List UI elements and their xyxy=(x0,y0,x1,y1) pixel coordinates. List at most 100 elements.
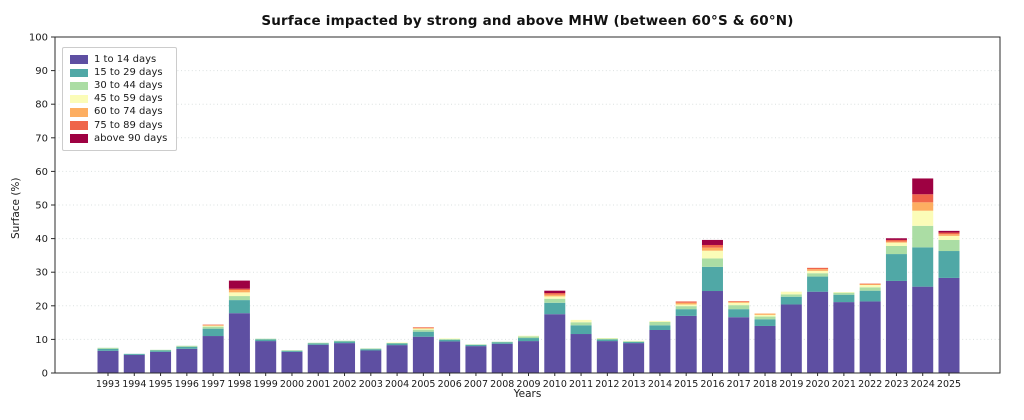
bar-segment-2023 xyxy=(885,245,907,255)
bar-segment-2020 xyxy=(807,273,829,277)
bar-segment-2006 xyxy=(439,339,461,342)
bar-segment-2007 xyxy=(465,346,487,373)
bar-segment-2004 xyxy=(386,343,408,346)
bar-segment-2025 xyxy=(938,234,960,236)
bar-segment-2023 xyxy=(885,241,907,243)
bar-segment-2020 xyxy=(807,269,829,271)
x-tick-label: 2011 xyxy=(569,379,593,390)
bar-segment-1997 xyxy=(202,324,224,326)
bar-segment-2022 xyxy=(859,283,881,285)
bar-segment-2022 xyxy=(859,290,881,302)
legend-label: 1 to 14 days xyxy=(94,53,157,65)
legend-item-1: 15 to 29 days xyxy=(70,66,167,79)
y-tick-label: 20 xyxy=(35,301,48,312)
bar-segment-2000 xyxy=(281,351,303,373)
bar-segment-2010 xyxy=(544,302,566,315)
bar-segment-2012 xyxy=(596,338,618,339)
bar-segment-2021 xyxy=(833,302,855,373)
bar-segment-2025 xyxy=(938,235,960,240)
bar-segment-2011 xyxy=(570,325,592,335)
bar-segment-2024 xyxy=(912,178,934,195)
bar-segment-1999 xyxy=(255,339,277,342)
y-tick-label: 80 xyxy=(35,100,48,111)
bar-segment-2004 xyxy=(386,345,408,373)
legend-swatch-icon xyxy=(70,121,88,130)
bar-segment-1995 xyxy=(150,349,172,351)
bar-segment-2002 xyxy=(334,341,356,344)
x-tick-label: 2015 xyxy=(674,379,698,390)
x-tick-label: 1998 xyxy=(227,379,251,390)
x-tick-label: 2003 xyxy=(359,379,383,390)
bar-segment-2013 xyxy=(623,343,645,373)
x-tick-label: 2018 xyxy=(753,379,777,390)
bar-segment-2017 xyxy=(728,302,750,306)
bar-segment-2004 xyxy=(386,342,408,344)
y-axis-label: Surface (%) xyxy=(10,177,22,239)
bar-segment-1996 xyxy=(176,348,198,373)
legend-label: 75 to 89 days xyxy=(94,119,163,131)
bar-segment-2002 xyxy=(334,340,356,342)
bar-segment-1996 xyxy=(176,345,198,347)
x-tick-label: 1997 xyxy=(201,379,225,390)
bar-segment-2025 xyxy=(938,230,960,233)
bar-segment-2016 xyxy=(701,244,723,248)
y-tick-label: 10 xyxy=(35,335,48,346)
x-tick-label: 2019 xyxy=(779,379,803,390)
bar-segment-1998 xyxy=(228,300,250,314)
x-tick-label: 2010 xyxy=(543,379,567,390)
bar-segment-2016 xyxy=(701,258,723,267)
bar-segment-2005 xyxy=(412,327,434,329)
legend-label: 15 to 29 days xyxy=(94,66,163,78)
bar-segment-2022 xyxy=(859,283,881,285)
bar-segment-2010 xyxy=(544,298,566,303)
x-tick-label: 2021 xyxy=(832,379,856,390)
bar-segment-2010 xyxy=(544,294,566,297)
x-tick-label: 2006 xyxy=(438,379,462,390)
bar-segment-2001 xyxy=(307,344,329,373)
legend-label: above 90 days xyxy=(94,132,168,144)
bar-segment-2011 xyxy=(570,322,592,326)
bar-segment-2010 xyxy=(544,290,566,294)
x-tick-label: 2023 xyxy=(884,379,908,390)
bar-segment-1998 xyxy=(228,296,250,301)
bar-segment-2022 xyxy=(859,301,881,373)
bar-segment-2014 xyxy=(649,329,671,373)
bar-segment-2000 xyxy=(281,350,303,352)
bar-segment-1998 xyxy=(228,280,250,289)
y-tick-label: 50 xyxy=(35,201,48,212)
bar-segment-2008 xyxy=(491,343,513,373)
x-tick-label: 2022 xyxy=(858,379,882,390)
bar-segment-2024 xyxy=(912,247,934,287)
bar-segment-2021 xyxy=(833,292,855,293)
bar-segment-2024 xyxy=(912,225,934,248)
bar-segment-1993 xyxy=(97,350,119,373)
bar-segment-2003 xyxy=(360,350,382,373)
legend-item-3: 45 to 59 days xyxy=(70,93,167,106)
bar-segment-2023 xyxy=(885,238,907,240)
x-tick-label: 1999 xyxy=(254,379,278,390)
legend-item-6: above 90 days xyxy=(70,132,167,145)
bar-segment-2014 xyxy=(649,325,671,330)
bar-segment-2018 xyxy=(754,325,776,373)
bar-segment-2002 xyxy=(334,343,356,373)
bar-segment-2017 xyxy=(728,317,750,373)
bar-segment-2014 xyxy=(649,321,671,326)
y-tick-label: 30 xyxy=(35,268,48,279)
bar-segment-1994 xyxy=(123,354,145,373)
bar-segment-2021 xyxy=(833,292,855,295)
x-tick-label: 2008 xyxy=(490,379,514,390)
bar-segment-2017 xyxy=(728,305,750,310)
bar-segment-2025 xyxy=(938,251,960,278)
bar-segment-2020 xyxy=(807,276,829,292)
x-tick-label: 2016 xyxy=(700,379,724,390)
legend-swatch-icon xyxy=(70,55,88,64)
bar-segment-2012 xyxy=(596,338,618,340)
legend-label: 30 to 44 days xyxy=(94,79,163,91)
bar-segment-2024 xyxy=(912,210,934,226)
bar-segment-2024 xyxy=(912,194,934,203)
bar-segment-2011 xyxy=(570,319,592,323)
bar-segment-1993 xyxy=(97,347,119,349)
bar-segment-2016 xyxy=(701,266,723,292)
